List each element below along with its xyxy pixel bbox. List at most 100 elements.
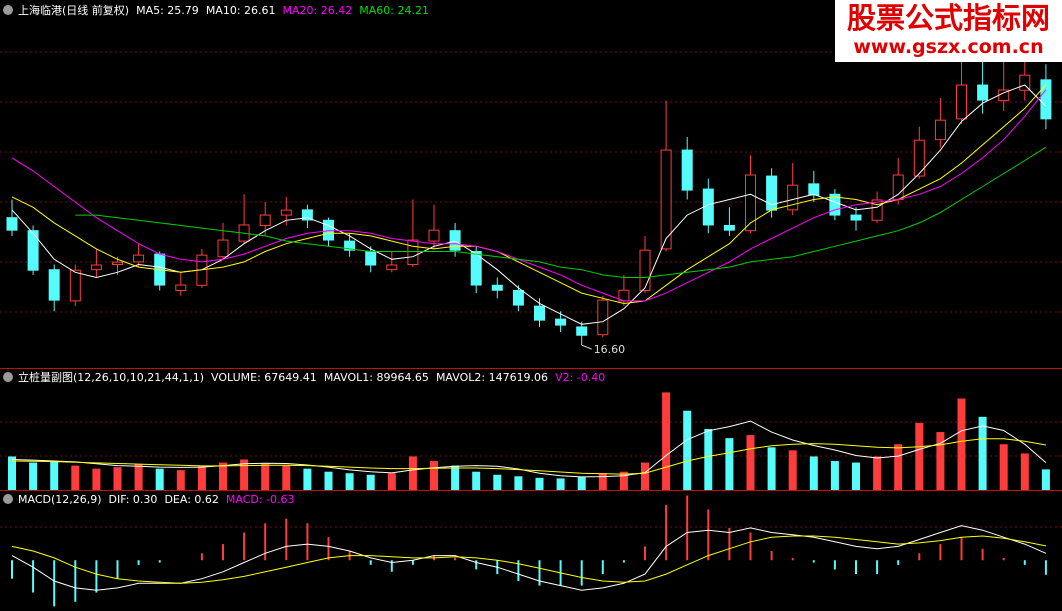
volume-bar: [535, 477, 544, 490]
candle-body: [956, 84, 967, 120]
volume-bar: [430, 461, 438, 490]
volume-bar: [29, 462, 38, 490]
candle-body: [1019, 74, 1031, 91]
volume-bar: [303, 468, 312, 490]
candle-body: [808, 183, 820, 196]
menu-icon[interactable]: [3, 5, 13, 15]
candle-body: [344, 240, 356, 251]
candle-body: [27, 230, 39, 271]
annotation-arrow: [581, 344, 592, 350]
panel-header: 立桩量副图(12,26,10,10,21,44,1,1) VOLUME: 6764…: [18, 371, 612, 385]
candle-body: [745, 174, 756, 232]
volume-bar: [240, 459, 249, 490]
candle-body: [133, 254, 145, 263]
volume-bar: [746, 435, 755, 490]
candle-body: [175, 284, 187, 291]
volume-bar: [345, 473, 354, 490]
volume-bar: [619, 471, 628, 490]
volume-bar: [261, 464, 270, 490]
legend-label: MA5: 25.79: [136, 4, 199, 17]
volume-bar: [788, 450, 797, 490]
legend-label: MA20: 26.42: [282, 4, 353, 17]
candle-body: [48, 269, 60, 301]
volume-bar: [197, 465, 206, 490]
volume-bar: [725, 438, 734, 490]
candle-body: [555, 318, 567, 326]
panel-title: 立桩量副图(12,26,10,10,21,44,1,1): [18, 371, 205, 384]
volume-bar: [999, 444, 1008, 490]
legend-label: MAVOL1: 89964.65: [323, 371, 429, 384]
volume-bar: [577, 477, 586, 490]
candle-body: [90, 264, 102, 271]
indicator-line: [11, 89, 1047, 302]
candle-body: [850, 214, 862, 221]
volume-bar: [809, 456, 818, 490]
volume-bar: [514, 476, 523, 490]
candle-body: [977, 84, 989, 101]
watermark-url: www.gszx.com.cn: [853, 36, 1044, 58]
volume-bar: [873, 456, 882, 490]
candle-body: [723, 224, 735, 231]
volume-bar: [852, 462, 860, 490]
volume-bar: [451, 465, 460, 490]
candle-body: [365, 250, 377, 266]
candle-body: [407, 239, 419, 265]
volume-bar: [408, 456, 417, 490]
volume-bar: [830, 461, 839, 490]
volume-bar: [915, 422, 924, 490]
panel-header: 上海临港(日线 前复权) MA5: 25.79 MA10: 26.61 MA20: 2…: [18, 4, 436, 18]
candle-body: [69, 269, 81, 302]
volume-bar: [8, 456, 16, 490]
candle-body: [449, 230, 461, 251]
candle-body: [787, 184, 799, 211]
indicator-line: [11, 420, 1047, 478]
volume-bar: [176, 470, 185, 490]
volume-bar: [324, 471, 333, 490]
candle-body: [259, 214, 271, 226]
candle-body: [534, 305, 545, 321]
candle-body: [702, 188, 714, 226]
volume-bar: [387, 473, 396, 490]
candle-body: [217, 239, 229, 258]
volume-bar: [1041, 469, 1050, 490]
legend-label: DEA: 0.62: [164, 493, 219, 506]
volume-bar: [71, 465, 80, 490]
value-label: V2: -0.40: [555, 371, 606, 384]
menu-icon[interactable]: [3, 372, 13, 382]
candle-body: [871, 199, 883, 221]
candle-body: [660, 149, 672, 250]
candle-body: [301, 209, 313, 221]
candle-body: [491, 284, 503, 291]
candle-body: [1040, 79, 1052, 120]
value-label: VOLUME: 67649.41: [211, 371, 317, 384]
volume-bar: [556, 478, 565, 490]
candle-body: [512, 289, 524, 306]
watermark-title: 股票公式指标网: [846, 1, 1050, 35]
legend-label: DIF: 0.30: [108, 493, 158, 506]
candle-body: [323, 219, 334, 241]
panel-title: 上海临港(日线 前复权): [18, 4, 130, 17]
volume-bar: [134, 464, 143, 490]
volume-bar: [493, 474, 502, 490]
watermark: 股票公式指标网 www.gszx.com.cn: [835, 0, 1062, 62]
volume-bar: [936, 432, 945, 490]
volume-bar: [50, 461, 59, 490]
candle-body: [576, 326, 588, 336]
volume-bar: [366, 474, 375, 490]
volume-bar: [92, 468, 101, 490]
volume-bar: [472, 471, 481, 490]
candle-body: [597, 299, 609, 336]
panel-header: MACD(12,26,9) DIF: 0.30 DEA: 0.62 MACD: -0.…: [18, 493, 302, 507]
menu-icon[interactable]: [3, 494, 13, 504]
volume-bar: [767, 447, 776, 490]
volume-bar: [641, 462, 649, 490]
candle-body: [934, 119, 946, 141]
volume-bar: [978, 416, 987, 490]
grid: [0, 51, 1062, 528]
volume-bar: [219, 462, 227, 490]
indicator-line: [11, 438, 1046, 475]
volume-bar: [598, 473, 607, 490]
volume-bar: [113, 467, 122, 490]
